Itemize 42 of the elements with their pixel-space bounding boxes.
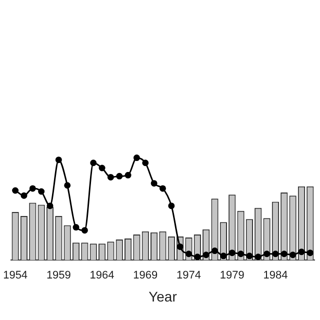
point xyxy=(298,248,305,256)
point xyxy=(254,254,262,260)
point xyxy=(290,252,296,258)
x-tick-label: 1964 xyxy=(90,270,114,282)
x-tick-label: 1974 xyxy=(176,270,201,282)
x-axis-title: Year xyxy=(148,288,178,304)
point xyxy=(212,248,218,254)
point xyxy=(142,160,149,166)
point xyxy=(194,254,201,260)
point xyxy=(81,227,88,234)
point xyxy=(150,180,158,187)
point xyxy=(98,164,106,172)
x-tick-label: 1979 xyxy=(220,270,244,282)
point xyxy=(264,250,270,258)
point xyxy=(246,252,253,260)
point xyxy=(20,192,28,199)
point xyxy=(202,252,210,258)
point xyxy=(220,252,227,260)
point xyxy=(107,174,114,180)
x-tick-label: 1959 xyxy=(46,270,71,282)
point xyxy=(272,250,279,258)
point xyxy=(55,156,62,164)
point xyxy=(133,154,140,162)
point xyxy=(38,188,45,195)
point xyxy=(124,172,132,178)
point xyxy=(186,250,192,258)
point xyxy=(72,224,80,231)
point xyxy=(159,185,166,192)
point xyxy=(12,187,19,194)
x-tick-label: 1954 xyxy=(3,270,28,282)
point xyxy=(29,185,36,192)
point xyxy=(168,202,175,210)
point xyxy=(64,182,71,189)
point xyxy=(116,172,123,180)
point xyxy=(238,250,244,258)
point xyxy=(90,160,97,166)
point xyxy=(306,250,314,256)
point xyxy=(46,202,54,210)
x-tick-label: 1969 xyxy=(133,270,158,282)
point xyxy=(228,250,236,256)
point xyxy=(280,250,288,258)
x-tick-label: 1984 xyxy=(263,270,288,282)
